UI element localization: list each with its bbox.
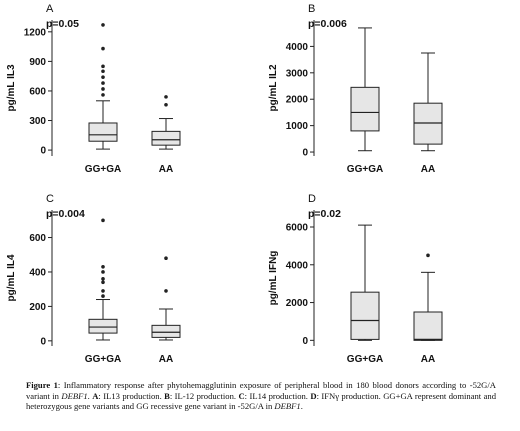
caption-a-label: A bbox=[92, 390, 99, 401]
outlier-point bbox=[101, 69, 105, 74]
outlier-point bbox=[164, 256, 168, 261]
outlier-point bbox=[101, 277, 105, 281]
y-tick-label: 0 bbox=[40, 336, 46, 347]
y-tick-label: 6000 bbox=[286, 223, 309, 234]
y-tick-label: 2000 bbox=[286, 298, 309, 309]
panel-letter: A bbox=[46, 3, 54, 15]
y-axis-label: pg/mL IL4 bbox=[6, 254, 17, 301]
y-tick-label: 3000 bbox=[286, 68, 309, 79]
caption-d-label: D bbox=[310, 390, 317, 401]
caption-text-2: . bbox=[87, 390, 93, 401]
y-tick-label: 0 bbox=[302, 336, 308, 347]
box bbox=[151, 130, 181, 146]
y-axis-label: pg/mL IL2 bbox=[268, 64, 279, 111]
outlier-point bbox=[101, 46, 105, 51]
y-tick-label: 0 bbox=[302, 148, 308, 159]
x-category-label: GG+GA bbox=[85, 164, 121, 175]
outlier-point bbox=[101, 270, 105, 274]
outlier-point bbox=[426, 253, 430, 258]
chart-d: Dp=0.02 0 2000 4000 6000 pg/mL IFNg GG+GA AA bbox=[268, 193, 443, 365]
outlier-point bbox=[164, 95, 168, 99]
y-tick-label: 1200 bbox=[24, 27, 47, 38]
outlier-point bbox=[101, 75, 105, 79]
x-category-label: GG+GA bbox=[85, 354, 121, 365]
box bbox=[350, 291, 380, 340]
panel-letter: C bbox=[46, 193, 54, 205]
figure-caption: Figure 1: Inflammatory response after ph… bbox=[26, 380, 496, 412]
x-category-label: AA bbox=[159, 164, 173, 175]
caption-text-end: . bbox=[300, 401, 303, 412]
outlier-point bbox=[101, 265, 105, 269]
caption-c-label: C bbox=[238, 390, 245, 401]
outlier-point bbox=[164, 102, 168, 107]
caption-d-text: : IFNγ production. GG+GA represent domin… bbox=[26, 390, 497, 412]
p-value: p=0.02 bbox=[308, 208, 341, 220]
p-value: p=0.05 bbox=[46, 18, 79, 30]
chart-a: Ap=0.05 0 300 600 900 1200 pg/mL IL3 GG+GA AA bbox=[6, 3, 181, 175]
y-tick-label: 4000 bbox=[286, 42, 309, 53]
y-tick-label: 900 bbox=[29, 57, 46, 68]
y-axis-label: pg/mL IL3 bbox=[6, 64, 17, 111]
caption-b-label: B bbox=[164, 390, 170, 401]
outlier-point bbox=[101, 294, 105, 298]
y-tick-label: 2000 bbox=[286, 95, 309, 106]
p-value: p=0.004 bbox=[46, 208, 85, 220]
outlier-point bbox=[101, 218, 105, 223]
box bbox=[350, 86, 380, 132]
x-category-label: AA bbox=[421, 354, 435, 365]
y-tick-label: 600 bbox=[29, 86, 46, 97]
box bbox=[413, 102, 443, 145]
chart-b: Bp=0.006 0 1000 2000 3000 4000 pg/mL IL2 GG+GA A… bbox=[268, 3, 443, 175]
y-tick-label: 1000 bbox=[286, 121, 309, 132]
caption-gene-1: DEBF1 bbox=[61, 390, 88, 401]
y-tick-label: 300 bbox=[29, 116, 46, 127]
outlier-point bbox=[164, 289, 168, 293]
caption-a-text: : IL13 production. bbox=[98, 390, 165, 401]
box bbox=[413, 311, 443, 341]
caption-text-1: : Inflammatory response after phytohemag… bbox=[26, 380, 496, 401]
panel-letter: B bbox=[308, 3, 315, 15]
y-tick-label: 4000 bbox=[286, 260, 309, 271]
p-value: p=0.006 bbox=[308, 18, 347, 30]
caption-gene-2: DEBF1 bbox=[274, 401, 301, 412]
x-category-label: AA bbox=[159, 354, 173, 365]
outlier-point bbox=[101, 280, 105, 285]
x-category-label: GG+GA bbox=[347, 164, 383, 175]
chart-c: Cp=0.004 0 200 400 600 pg/mL IL4 GG+GA AA bbox=[6, 193, 181, 365]
outlier-point bbox=[101, 93, 105, 97]
x-category-label: AA bbox=[421, 164, 435, 175]
box bbox=[151, 324, 181, 338]
box bbox=[88, 122, 118, 142]
y-tick-label: 200 bbox=[29, 302, 46, 313]
outlier-point bbox=[101, 289, 105, 293]
outlier-point bbox=[101, 81, 105, 85]
y-tick-label: 600 bbox=[29, 233, 46, 244]
caption-c-text: : IL14 production. bbox=[244, 390, 311, 401]
box bbox=[88, 318, 118, 334]
outlier-point bbox=[101, 64, 105, 69]
y-tick-label: 400 bbox=[29, 267, 46, 278]
y-axis-label: pg/mL IFNg bbox=[268, 251, 279, 306]
outlier-point bbox=[101, 87, 105, 91]
caption-label: Figure 1 bbox=[26, 380, 58, 390]
caption-b-text: : IL-12 production. bbox=[169, 390, 239, 401]
y-tick-label: 0 bbox=[40, 146, 46, 157]
x-category-label: GG+GA bbox=[347, 354, 383, 365]
outlier-point bbox=[101, 23, 105, 27]
panel-letter: D bbox=[308, 193, 316, 205]
